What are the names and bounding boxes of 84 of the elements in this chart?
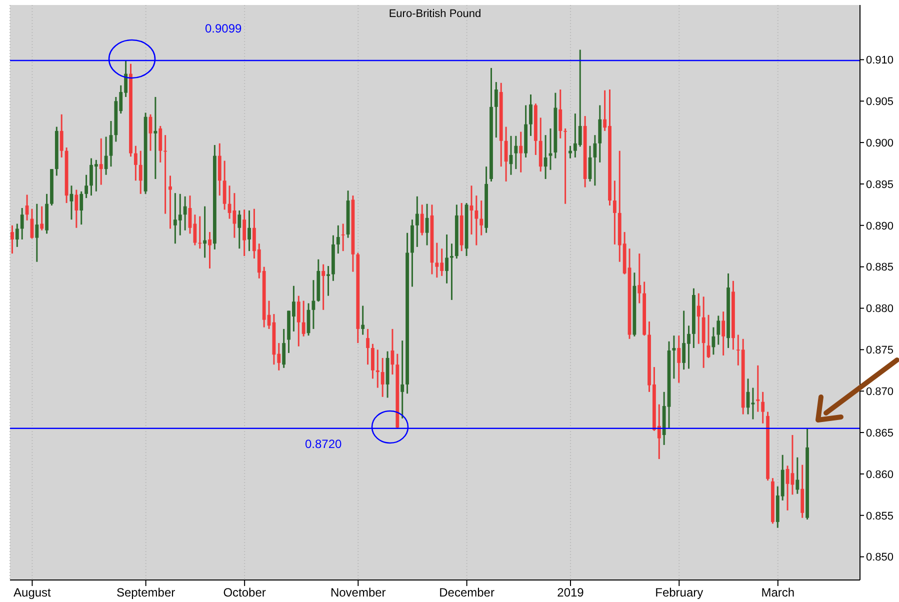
candlestick — [722, 310, 726, 356]
y-tick-label: 0.855 — [866, 510, 894, 522]
candlestick — [20, 207, 24, 240]
candlestick — [341, 222, 345, 252]
x-tick-label: August — [14, 586, 52, 600]
y-tick-label: 0.860 — [866, 468, 894, 481]
y-tick-label: 0.905 — [866, 96, 894, 108]
annotation: 0.8720 — [305, 437, 342, 451]
candlestick — [203, 206, 207, 258]
candlestick — [761, 391, 765, 424]
candlestick — [380, 357, 384, 398]
candlestick — [60, 114, 64, 158]
y-tick-label: 0.910 — [866, 54, 894, 67]
candlestick — [168, 174, 172, 230]
x-tick-label: November — [330, 586, 386, 600]
y-tick-label: 0.880 — [866, 303, 894, 316]
candlestick — [154, 96, 158, 180]
candlestick — [677, 334, 681, 384]
chart-title: Euro-British Pound — [388, 8, 482, 20]
candlestick — [40, 206, 44, 232]
candlestick — [756, 364, 760, 413]
candlestick — [134, 145, 138, 182]
candlestick — [361, 305, 365, 336]
y-tick-label: 0.875 — [866, 344, 894, 357]
candlestick — [336, 224, 340, 254]
candlestick — [84, 174, 88, 199]
candlestick — [326, 265, 330, 297]
candlestick — [371, 343, 374, 380]
candlestick — [282, 328, 286, 369]
candlestick — [529, 94, 532, 137]
candlestick — [696, 292, 700, 345]
candlestick — [519, 131, 523, 174]
candlestick — [494, 81, 498, 138]
x-tick-label: December — [439, 586, 494, 600]
candlestick — [15, 222, 19, 248]
x-tick-label: 2019 — [557, 586, 584, 600]
candlestick — [564, 128, 568, 205]
candlestick — [183, 196, 187, 232]
candlestick — [716, 314, 720, 346]
y-tick-label: 0.895 — [866, 178, 894, 191]
candlestick — [80, 190, 84, 226]
candlestick — [445, 234, 448, 284]
candlestick — [400, 340, 404, 420]
candlestick — [138, 150, 142, 195]
candlestick — [568, 145, 572, 160]
candlestick — [302, 300, 306, 338]
candlestick — [415, 196, 419, 248]
candlestick — [99, 138, 103, 186]
candlestick — [74, 189, 78, 229]
y-tick-label: 0.890 — [866, 220, 894, 232]
x-tick-label: February — [655, 586, 704, 600]
x-tick-label: September — [116, 586, 176, 600]
candlestick — [158, 125, 162, 164]
x-tick-label: March — [761, 586, 795, 600]
candlestick — [593, 134, 597, 186]
candlestick — [238, 210, 242, 250]
candlestick — [322, 264, 326, 311]
candlestick — [35, 203, 39, 263]
candlestick — [638, 252, 642, 304]
candlestick — [208, 231, 212, 270]
x-tick-label: October — [223, 586, 266, 600]
candlestick — [558, 88, 562, 140]
candlestick — [10, 224, 14, 254]
y-tick-label: 0.885 — [866, 262, 894, 274]
candlestick — [450, 242, 454, 301]
candlestick — [222, 160, 226, 210]
candlestick — [366, 328, 370, 366]
candlestick — [612, 180, 616, 246]
candlestick — [242, 208, 246, 257]
candlestick — [514, 135, 518, 170]
candlestick — [376, 348, 380, 389]
candlestick — [420, 204, 424, 236]
candlestick — [248, 210, 251, 252]
candlestick — [751, 387, 755, 420]
candlestick — [296, 295, 300, 348]
candlestick — [480, 200, 484, 236]
ref-line-label: 0.9099 — [205, 22, 242, 36]
candlestick — [796, 456, 800, 495]
candlestick — [474, 194, 478, 246]
y-tick-label: 0.850 — [866, 552, 894, 564]
y-tick-label: 0.900 — [866, 137, 894, 150]
candlestick — [544, 134, 548, 180]
y-tick-label: 0.870 — [866, 386, 894, 398]
y-tick-label: 0.865 — [866, 427, 894, 440]
